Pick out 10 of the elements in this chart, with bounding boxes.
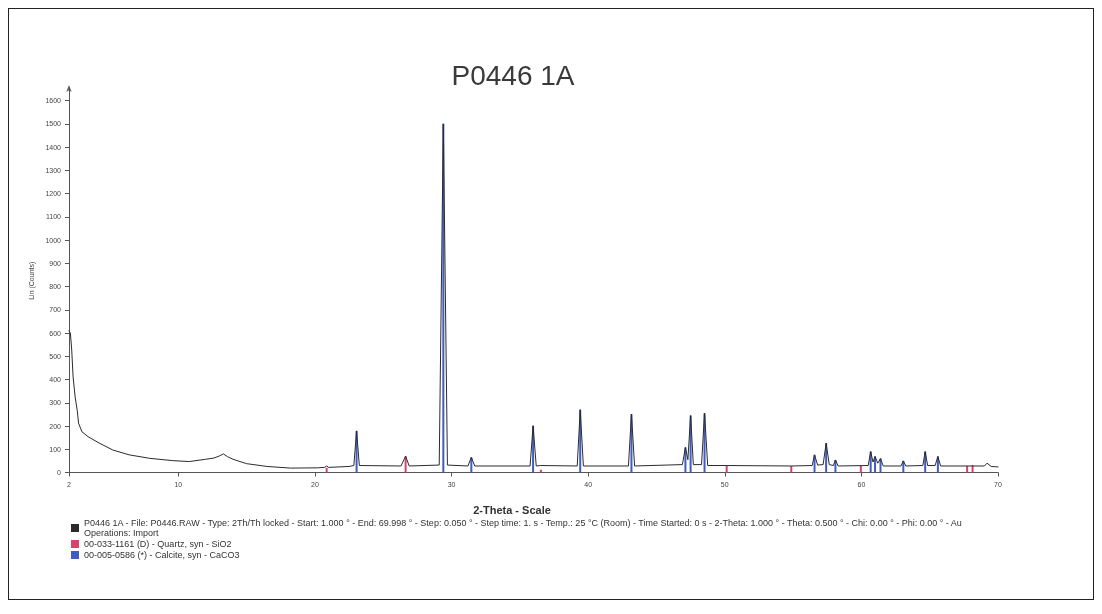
legend-label: 00-005-0586 (*) - Calcite, syn - CaCO3 [84, 550, 240, 560]
x-axis-title: 2-Theta - Scale [473, 503, 551, 516]
bar [725, 465, 728, 473]
chart-title: P0446 1A [451, 59, 575, 91]
bar [325, 467, 328, 473]
bar [859, 465, 862, 473]
bar [539, 469, 542, 473]
legend-label: 00-033-1161 (D) - Quartz, syn - SiO2 [84, 539, 232, 549]
line-series [68, 123, 999, 469]
legend-label: P0446 1A - File: P0446.RAW - Type: 2Th/Th locked - Start: 1.000 ° - End: 69.998 ° - Step: 0.050 ° - Step time: 1. s - Temp.: 25 °C (Room) - Time Started: 0 s - 2-Theta: 1.000 ° - Theta: 0.500 ° - Chi: 0.00 ° - Phi: 0.00 ° - Au Operations: Import [84, 518, 965, 538]
